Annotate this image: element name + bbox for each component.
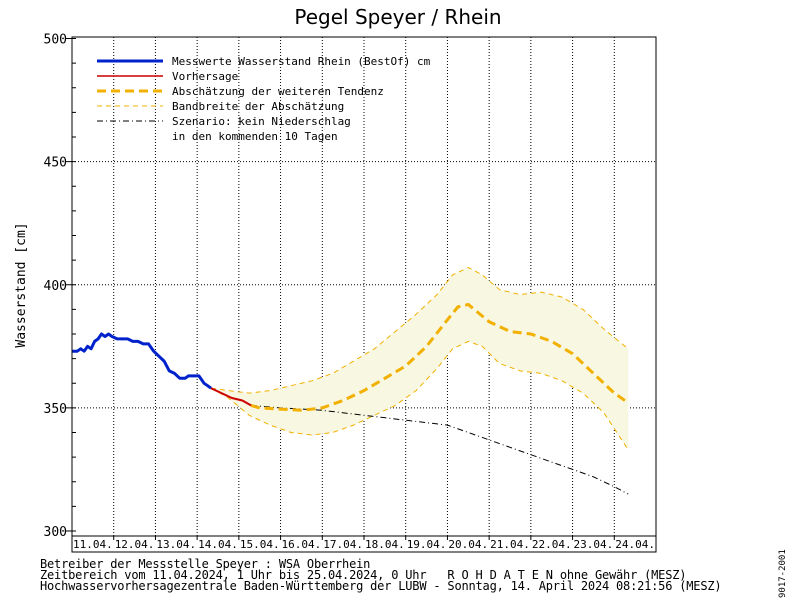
x-day-label: 21.04. — [490, 538, 530, 551]
series-line-tendency — [250, 302, 630, 412]
band-fill — [211, 267, 629, 450]
y-ticks: 300 350 400 450 500 — [44, 33, 76, 540]
legend-label: Messwerte Wasserstand Rhein (BestOf) cm — [172, 55, 431, 68]
y-tick-label: 500 — [44, 33, 67, 48]
x-day-label: 17.04. — [323, 538, 363, 551]
series-group — [72, 266, 630, 495]
x-day-label: 23.04. — [574, 538, 614, 551]
series-line-forecast — [210, 387, 252, 407]
legend-label: Bandbreite der Abschätzung — [172, 100, 344, 113]
series-line-measured — [72, 332, 212, 390]
x-day-label: 20.04. — [448, 538, 488, 551]
x-day-label: 16.04. — [282, 538, 322, 551]
x-day-labels: 11.04. 12.04. 13.04. 14.04. 15.04. 16.04. 17.0… — [71, 535, 657, 553]
footer-operator: Betreiber der Messstelle Speyer : WSA Ob… — [40, 557, 371, 571]
legend-label: in den kommenden 10 Tagen — [172, 130, 338, 143]
x-day-label: 15.04. — [240, 538, 280, 551]
series-line-band-upper — [210, 266, 629, 394]
legend-label: Abschätzung der weiteren Tendenz — [172, 85, 384, 98]
x-day-label: 22.04. — [532, 538, 572, 551]
y-tick-label: 300 — [44, 525, 67, 540]
footer-time-range: Zeitbereich vom 11.04.2024, 1 Uhr bis 25… — [40, 568, 687, 582]
legend-label: Szenario: kein Niederschlag — [172, 115, 351, 128]
x-day-label: 14.04. — [198, 538, 238, 551]
footer-source: Hochwasservorhersagezentrale Baden-Württ… — [40, 579, 722, 593]
chart-title: Pegel Speyer / Rhein — [294, 5, 501, 29]
side-code: 9017-2001 — [778, 549, 788, 598]
x-day-label: 19.04. — [407, 538, 447, 551]
series-line-band-lower — [210, 340, 629, 450]
y-axis-label: Wasserstand [cm] — [14, 222, 29, 347]
legend-label: Vorhersage — [172, 70, 238, 83]
band-area — [211, 267, 629, 450]
x-day-label: 18.04. — [365, 538, 405, 551]
legend: Messwerte Wasserstand Rhein (BestOf) cm V… — [97, 55, 431, 143]
x-day-label: 24.04. — [615, 538, 655, 551]
y-tick-label: 400 — [44, 279, 67, 294]
grid — [72, 37, 656, 536]
y-tick-label: 450 — [44, 156, 67, 171]
x-day-label: 12.04. — [115, 538, 155, 551]
x-day-label: 13.04. — [156, 538, 196, 551]
y-tick-label: 350 — [44, 402, 67, 417]
x-day-label: 11.04. — [73, 538, 113, 551]
